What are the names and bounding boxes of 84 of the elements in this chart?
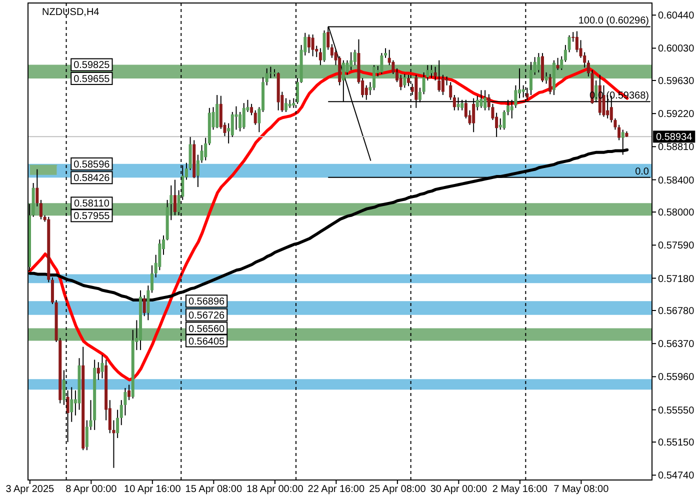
candlestick (396, 68, 399, 83)
x-tick-label: 15 Apr 08:00 (185, 484, 242, 496)
candlestick (66, 390, 70, 443)
ref-line-label: 0.58934 (656, 132, 693, 144)
candlestick (196, 154, 200, 188)
candlestick (100, 354, 104, 379)
y-tick-label: 0.59630 (658, 76, 695, 88)
y-tick-label: 0.56370 (658, 339, 695, 350)
candlestick (350, 52, 353, 70)
y-tick-label: 0.55150 (658, 438, 695, 449)
candlestick (116, 409, 120, 439)
candlestick (438, 60, 441, 92)
y-tick-label: 0.59220 (658, 109, 695, 120)
y-tick-label: 0.57180 (658, 274, 695, 285)
x-tick-label: 18 Apr 00:00 (246, 484, 304, 496)
annotation: 0.56405 (188, 336, 226, 348)
chart-title: NZDUSD,H4 (42, 7, 100, 18)
y-tick-label: 0.55960 (658, 372, 695, 384)
y-tick-label: 0.58000 (658, 208, 695, 219)
candlestick (502, 110, 506, 130)
x-tick-label: 22 Apr 16:00 (308, 484, 365, 496)
candlestick (250, 103, 254, 116)
y-tick-label: 0.60030 (658, 44, 695, 55)
candlestick (128, 384, 131, 401)
candlestick (62, 370, 66, 406)
series-label: 0.0 (635, 166, 650, 178)
candlestick (307, 34, 310, 54)
candlestick (204, 137, 208, 161)
candlestick (173, 179, 176, 216)
x-tick-label: 7 May 08:00 (554, 484, 610, 496)
y-tick-label: 0.60440 (658, 10, 695, 22)
candlestick (296, 78, 299, 104)
candlestick (522, 84, 525, 98)
annotation: 0.59825 (74, 60, 110, 72)
candlestick (311, 34, 314, 57)
legend-label: 100.0 (0.60296) (578, 16, 649, 27)
candlestick (529, 61, 532, 96)
candlestick (430, 64, 433, 79)
candlestick (292, 98, 296, 108)
x-tick-label: 25 Apr 08:00 (369, 484, 426, 496)
annotation: 0.59655 (74, 74, 110, 85)
candlestick (399, 74, 402, 91)
annotation: 0.56726 (188, 310, 226, 322)
candlestick (265, 68, 268, 86)
y-tick-label: 0.55550 (658, 405, 695, 416)
candlestick (575, 30, 578, 53)
y-tick-label: 0.58400 (658, 175, 695, 186)
candlestick (284, 98, 288, 112)
x-tick-label: 8 Apr 00:00 (66, 484, 118, 496)
annotation: 0.58426 (74, 173, 110, 184)
annotation: 0.56560 (188, 324, 226, 335)
candlestick (39, 199, 42, 220)
candlestick (254, 110, 257, 126)
candlestick (556, 57, 560, 70)
candlestick (70, 386, 74, 422)
candlestick (238, 111, 242, 132)
candlestick (242, 102, 246, 130)
candlestick (318, 48, 322, 66)
annotation: 0.58110 (74, 198, 110, 210)
x-tick-label: 30 Apr 00:00 (430, 484, 488, 496)
x-tick-label: 2 May 16:00 (492, 484, 548, 496)
annotation: 0.56896 (188, 296, 226, 308)
x-tick-label: 10 Apr 16:00 (124, 484, 182, 496)
candlestick (618, 124, 621, 141)
candlestick (384, 48, 388, 58)
x-tick-label: 3 Apr 2025 (6, 484, 55, 496)
y-tick-label: 0.56780 (658, 306, 695, 318)
candlestick (406, 74, 410, 87)
candlestick (216, 94, 219, 129)
candlestick (150, 264, 154, 294)
y-tick-label: 0.54740 (658, 470, 695, 482)
y-tick-label: 0.58810 (658, 142, 695, 154)
candlestick (36, 168, 39, 207)
candlestick (85, 420, 88, 451)
candlestick (403, 74, 406, 88)
candlestick (372, 64, 376, 91)
candlestick (548, 74, 552, 95)
annotation: 0.58596 (74, 159, 110, 170)
annotation: 0.57955 (74, 211, 110, 222)
y-tick-label: 0.57590 (658, 240, 695, 252)
candlestick (441, 74, 444, 96)
candlestick (568, 34, 571, 53)
candlestick (380, 52, 384, 75)
candlestick (537, 52, 540, 73)
